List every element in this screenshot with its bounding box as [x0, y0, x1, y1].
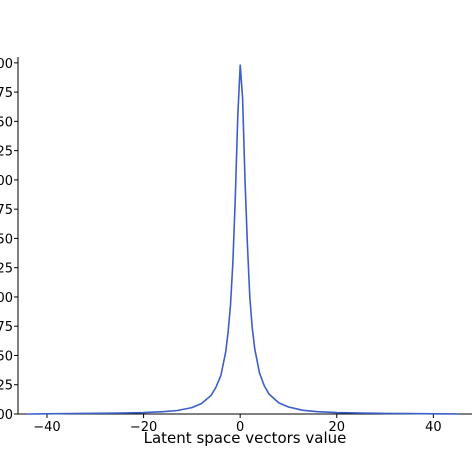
y-tick-label: 00: [0, 291, 13, 306]
x-tick-label: 40: [425, 420, 442, 435]
y-tick-label: 75: [0, 86, 13, 101]
x-axis-ticks: −40 −20 0 20 40: [33, 414, 442, 435]
y-tick-label: 00: [0, 57, 13, 72]
y-tick-label: 75: [0, 320, 13, 335]
x-tick-label: 20: [328, 420, 345, 435]
y-tick-label: 50: [0, 232, 13, 247]
series-layer: [26, 64, 459, 415]
y-tick-label: 25: [0, 145, 13, 160]
x-tick-label: 0: [236, 420, 244, 435]
y-tick-label: 50: [0, 349, 13, 364]
axes: [17, 57, 472, 415]
x-tick-label: −20: [130, 420, 157, 435]
y-tick-label: 25: [0, 379, 13, 394]
x-tick-label: −40: [33, 420, 60, 435]
y-tick-label: 50: [0, 115, 13, 130]
y-tick-label: 00: [0, 174, 13, 189]
y-tick-label: 75: [0, 203, 13, 218]
x-axis-label: Latent space vectors value: [144, 429, 347, 447]
series-line: [26, 64, 459, 415]
y-tick-label: 25: [0, 262, 13, 277]
y-tick-label: 00: [0, 408, 13, 423]
y-axis-ticks: 00 25 50 75 00 25 50 75 00 25 50 75 00: [0, 57, 18, 423]
